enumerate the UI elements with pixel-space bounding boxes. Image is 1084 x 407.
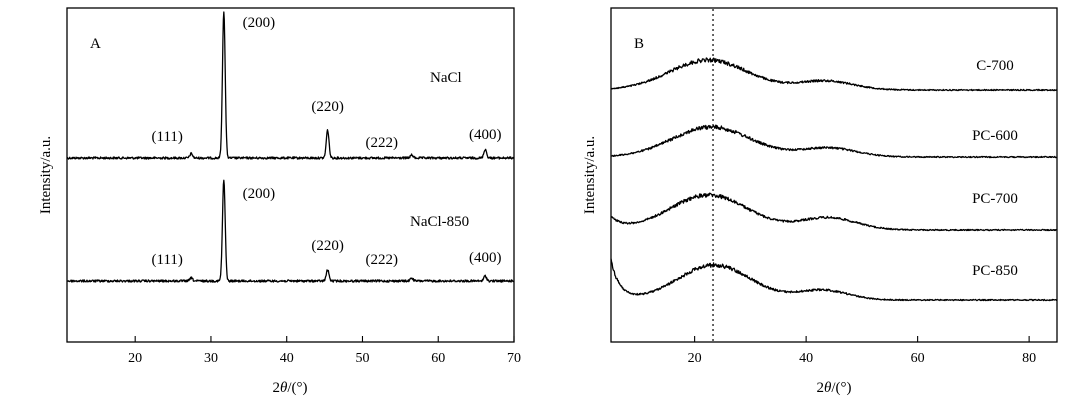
panel-a-peak-label: (200) [243, 186, 276, 202]
panel-a-peak-label: (222) [365, 135, 398, 151]
panel-a-x-tick-label: 70 [507, 351, 521, 366]
panel-a-peak-label: (200) [243, 15, 276, 31]
panel-b-trace [610, 124, 1058, 159]
panel-b-series-label: C-700 [976, 58, 1014, 74]
panel-a-x-tick-label: 60 [431, 351, 445, 366]
panel-a-xlabel: 2θ/(°) [272, 380, 307, 396]
panel-a-x-tick-label: 50 [355, 351, 369, 366]
panel-b-series-label: PC-600 [972, 128, 1018, 144]
panel-b-ylabel: Intensity/a.u. [582, 136, 598, 214]
panel-a-trace [66, 179, 515, 283]
panel-a-x-tick-label: 20 [128, 351, 142, 366]
panel-a-peak-label: (220) [311, 238, 344, 254]
panel-a-peak-label: (111) [152, 252, 183, 268]
panel-a-peak-label: (400) [469, 127, 502, 143]
panel-b-x-tick-label: 20 [688, 351, 702, 366]
panel-b-trace [610, 258, 1058, 302]
panel-b-frame [610, 7, 1058, 343]
panel-a-traces [66, 11, 515, 283]
panel-b-annotations: C-700 PC-600 PC-700 PC-850 [972, 58, 1018, 279]
panel-a-series-label: NaCl-850 [410, 214, 469, 230]
panel-a-peak-label: (222) [365, 252, 398, 268]
panel-b-x-ticks: 20 40 60 80 [688, 336, 1036, 366]
panel-b-x-tick-label: 80 [1022, 351, 1036, 366]
panel-b-xlabel: 2θ/(°) [816, 380, 851, 396]
panel-b-series-label: PC-850 [972, 263, 1018, 279]
panel-a-series-label: NaCl [430, 70, 462, 86]
panel-b-letter: B [634, 36, 644, 52]
panel-a-ylabel: Intensity/a.u. [38, 136, 54, 214]
panel-a-trace [66, 11, 515, 160]
panel-a-x-tick-label: 30 [204, 351, 218, 366]
panel-b: B C-700 PC-600 PC-700 PC-850 20 40 60 80 Inten… [582, 7, 1058, 396]
panel-b-trace [610, 57, 1058, 92]
panel-b-trace [610, 192, 1058, 232]
panel-a-frame [66, 7, 515, 343]
panel-a-peak-label: (400) [469, 250, 502, 266]
panel-a-annotations: NaCl (111) (200) (220) (222) (400) NaCl-850 (11… [152, 15, 502, 268]
panel-a-peak-label: (220) [311, 99, 344, 115]
panel-a-peak-label: (111) [152, 129, 183, 145]
panel-b-x-tick-label: 40 [799, 351, 813, 366]
panel-b-series-label: PC-700 [972, 191, 1018, 207]
panel-a: A NaCl (111) (200) (220) (222) (400) NaCl-850 (… [38, 7, 521, 396]
panel-b-traces [610, 57, 1058, 302]
panel-a-letter: A [90, 36, 101, 52]
panel-a-x-ticks: 20 30 40 50 60 70 [128, 336, 521, 366]
panel-a-x-tick-label: 40 [280, 351, 294, 366]
panel-b-x-tick-label: 60 [911, 351, 925, 366]
